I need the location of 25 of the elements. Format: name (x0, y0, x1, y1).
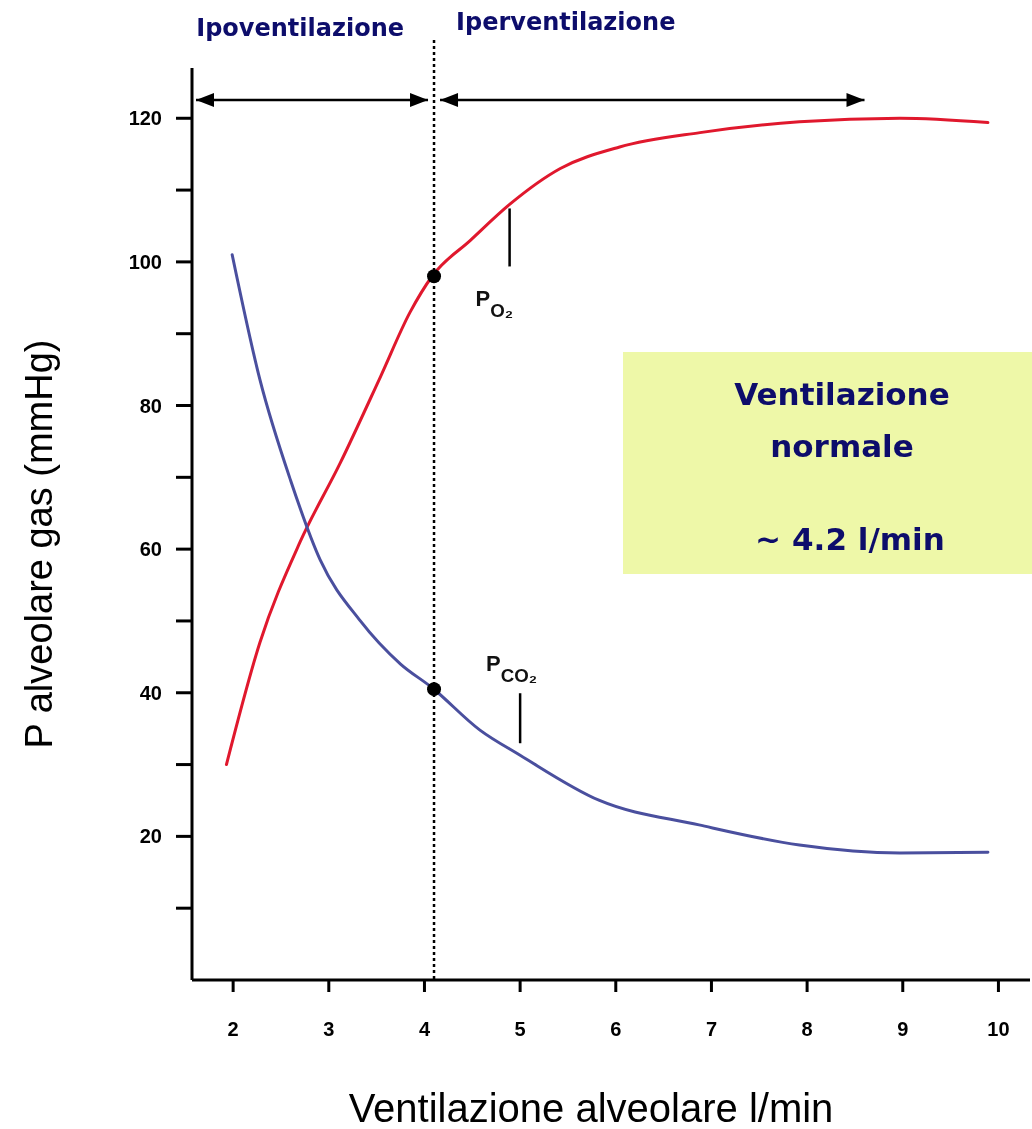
y-tick-label: 20 (139, 825, 162, 848)
y-tick-label: 40 (139, 681, 162, 704)
x-tick-label: 6 (610, 1018, 622, 1040)
x-tick-label: 10 (987, 1018, 1010, 1040)
x-tick-label: 7 (705, 1018, 718, 1040)
text: Ipoventilazione (196, 14, 405, 42)
y-tick-label: 60 (139, 538, 162, 561)
text: Iperventilazione (456, 8, 676, 36)
x-tick-label: 3 (323, 1018, 335, 1040)
x-tick-label: 4 (418, 1018, 431, 1040)
series-label: P$_{O₂}$ (475, 286, 514, 321)
y-tick-label: 120 (128, 107, 162, 130)
x-tick-label: 5 (514, 1018, 526, 1040)
y-tick-label: 100 (128, 250, 162, 273)
x-tick-label: 9 (897, 1018, 909, 1040)
annotation: Ventilazione normale (734, 376, 950, 464)
x-axis-title: Ventilazione alveolare l/min (348, 1086, 834, 1129)
line-series (224, 116, 990, 767)
series-label: P$_{CO₂}$ (486, 651, 538, 686)
x-tick-label: 2 (227, 1018, 239, 1040)
x-tick-label: 8 (801, 1018, 813, 1040)
line-series (230, 253, 990, 855)
y-tick-label: 80 (139, 394, 162, 417)
y-axis-title: P alveolare gas (mmHg) (18, 339, 60, 749)
annotation: ∼ 4.2 l/min (755, 521, 945, 557)
